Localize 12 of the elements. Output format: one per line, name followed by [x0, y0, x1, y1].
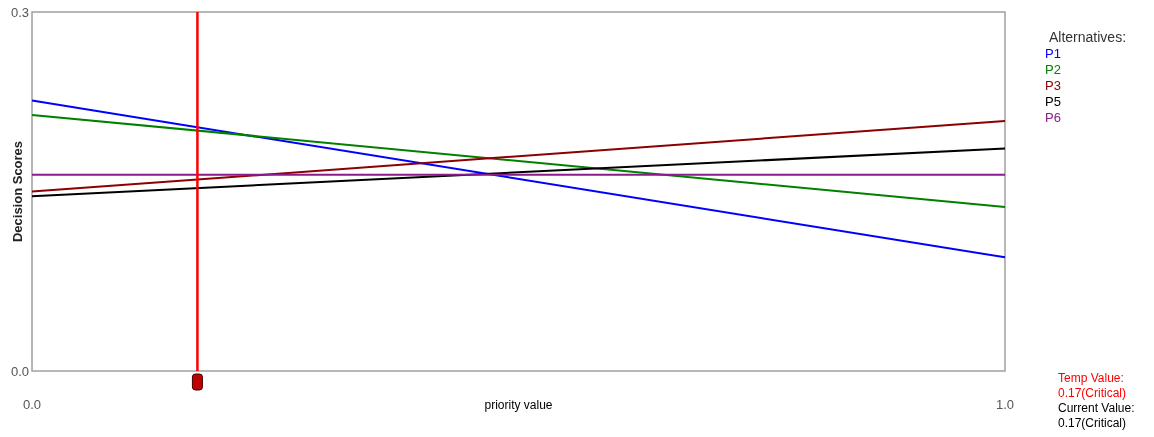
- ref-line-label: Temp Value: 0.17(Critical): [1058, 371, 1127, 400]
- text: P5: [1045, 94, 1061, 109]
- x-axis-title: priority value: [484, 398, 553, 412]
- text: P2: [1045, 62, 1061, 77]
- text: P6: [1045, 110, 1061, 125]
- text: P1: [1045, 46, 1061, 61]
- text: P3: [1045, 78, 1061, 93]
- x-tick-label: 1.0: [995, 397, 1015, 412]
- text: Current Value: 0.17(Critical): [1058, 401, 1135, 430]
- y-tick-label: 0.3: [10, 5, 29, 20]
- legend-title: Alternatives:: [1049, 29, 1127, 45]
- y-axis-title: Decision Scores: [10, 140, 25, 243]
